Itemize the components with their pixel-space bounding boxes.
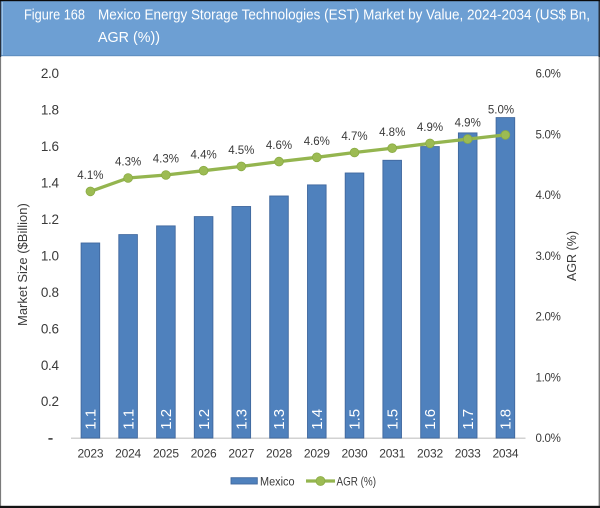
svg-text:6.0%: 6.0% [536, 69, 561, 81]
svg-text:4.7%: 4.7% [341, 131, 367, 143]
svg-text:4.3%: 4.3% [153, 154, 179, 166]
svg-text:1.2: 1.2 [196, 409, 213, 430]
svg-text:2023: 2023 [77, 447, 103, 461]
svg-text:4.0%: 4.0% [536, 190, 561, 202]
svg-text:1.2: 1.2 [41, 212, 59, 227]
svg-text:Mexico Energy Storage Technolo: Mexico Energy Storage Technologies (EST)… [98, 7, 590, 24]
svg-text:2.0: 2.0 [41, 66, 59, 81]
svg-text:2025: 2025 [153, 447, 179, 461]
svg-text:0.8: 0.8 [41, 285, 59, 300]
svg-text:0.4: 0.4 [41, 358, 60, 373]
svg-text:2.0%: 2.0% [536, 312, 561, 324]
svg-text:5.0%: 5.0% [536, 129, 561, 141]
svg-text:1.8: 1.8 [498, 409, 515, 430]
svg-text:1.5: 1.5 [384, 409, 401, 430]
svg-text:2032: 2032 [417, 447, 443, 461]
svg-text:AGR (%): AGR (%) [337, 474, 377, 488]
svg-text:4.9%: 4.9% [455, 118, 481, 130]
svg-text:1.5: 1.5 [347, 409, 364, 430]
svg-text:Market Size ($Billion): Market Size ($Billion) [15, 203, 30, 326]
svg-text:0.0%: 0.0% [536, 433, 561, 445]
svg-text:1.6: 1.6 [422, 409, 439, 430]
svg-text:2034: 2034 [492, 447, 518, 461]
svg-text:1.2: 1.2 [158, 409, 175, 430]
svg-text:4.9%: 4.9% [417, 122, 443, 134]
svg-text:AGR (%)): AGR (%)) [98, 29, 160, 46]
svg-text:2033: 2033 [455, 447, 481, 461]
svg-text:4.6%: 4.6% [266, 140, 292, 152]
svg-text:Mexico: Mexico [260, 474, 295, 488]
svg-text:2031: 2031 [379, 447, 405, 461]
svg-text:3.0%: 3.0% [536, 251, 561, 263]
svg-text:1.1: 1.1 [83, 409, 100, 430]
svg-text:5.0%: 5.0% [488, 105, 514, 117]
svg-text:1.3: 1.3 [234, 409, 251, 430]
svg-text:4.1%: 4.1% [77, 170, 103, 182]
svg-text:4.4%: 4.4% [190, 149, 216, 161]
svg-text:1.0: 1.0 [41, 248, 59, 263]
svg-text:1.6: 1.6 [41, 139, 59, 154]
svg-text:2029: 2029 [304, 447, 330, 461]
svg-text:4.5%: 4.5% [228, 145, 254, 157]
svg-text:2027: 2027 [228, 447, 254, 461]
svg-text:1.4: 1.4 [309, 409, 326, 430]
svg-text:0.6: 0.6 [41, 321, 59, 336]
svg-text:1.8: 1.8 [41, 103, 59, 118]
svg-text:2026: 2026 [191, 447, 217, 461]
svg-text:2024: 2024 [115, 447, 141, 461]
svg-text:Figure 168: Figure 168 [24, 7, 85, 24]
svg-text:1.7: 1.7 [460, 409, 477, 430]
svg-text:1.3: 1.3 [271, 409, 288, 430]
svg-text:2028: 2028 [266, 447, 292, 461]
svg-text:1.0%: 1.0% [536, 372, 561, 384]
svg-text:1.4: 1.4 [41, 176, 60, 191]
svg-text:AGR (%): AGR (%) [565, 231, 579, 281]
svg-text:4.6%: 4.6% [304, 136, 330, 148]
svg-text:0.2: 0.2 [41, 394, 59, 409]
svg-text:1.1: 1.1 [120, 409, 137, 430]
svg-text:2030: 2030 [342, 447, 368, 461]
svg-text:4.8%: 4.8% [379, 127, 405, 139]
svg-text:4.3%: 4.3% [115, 157, 141, 169]
